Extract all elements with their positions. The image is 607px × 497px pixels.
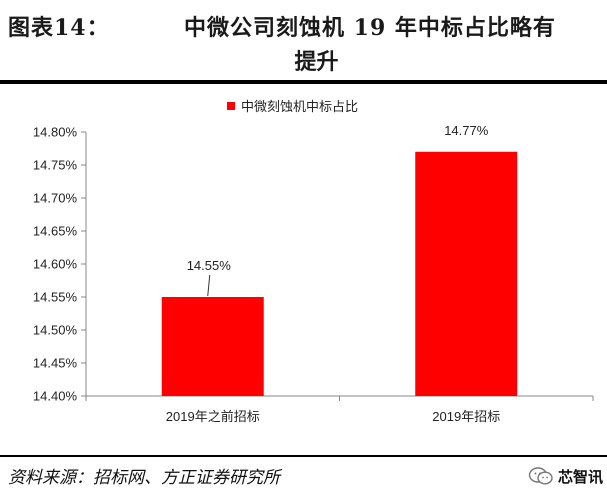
y-tick-label: 14.70% <box>33 191 78 206</box>
data-labels: 14.55% 14.77% <box>187 123 489 297</box>
chart-title-continued: 提升 <box>294 49 339 75</box>
y-tick-label: 14.55% <box>33 290 78 305</box>
legend-swatch <box>227 102 235 110</box>
top-rule <box>0 80 607 84</box>
x-tick-label: 2019年招标 <box>432 409 500 424</box>
bar-chart: 中微刻蚀机中标占比 14.40% 14.45% 14.50% 14.55% 14.60%… <box>33 100 594 424</box>
y-tick-label: 14.80% <box>33 125 78 140</box>
data-label-leader <box>207 274 211 297</box>
x-axis: 2019年之前招标 2019年招标 <box>85 395 594 424</box>
y-tick-label: 14.40% <box>33 389 78 404</box>
bar <box>161 297 264 396</box>
y-tick-label: 14.60% <box>33 257 78 272</box>
data-label: 14.77% <box>444 123 489 138</box>
chart-title-row: 图表14： 中微公司刻蚀机 19 年中标占比略有 <box>8 6 604 41</box>
bars <box>161 151 518 396</box>
source-note: 资料来源：招标网、方正证券研究所 <box>8 468 280 488</box>
y-tick-label: 14.65% <box>33 224 78 239</box>
data-label: 14.55% <box>187 258 232 273</box>
y-axis: 14.40% 14.45% 14.50% 14.55% 14.60% 14.65% 14.7… <box>33 125 87 404</box>
chart-title: 中微公司刻蚀机 19 年中标占比略有 <box>184 15 556 41</box>
wechat-icon <box>528 467 553 485</box>
bottom-rule <box>0 455 607 457</box>
y-tick-label: 14.50% <box>33 323 78 338</box>
legend-label: 中微刻蚀机中标占比 <box>241 100 358 115</box>
watermark-text: 芯智讯 <box>557 467 603 486</box>
x-tick-label: 2019年之前招标 <box>166 409 260 424</box>
figure-label: 图表14： <box>8 15 110 41</box>
watermark: 芯智讯 <box>528 461 603 491</box>
legend: 中微刻蚀机中标占比 <box>227 100 358 115</box>
y-tick-label: 14.45% <box>33 356 78 371</box>
bar <box>415 151 518 396</box>
y-tick-label: 14.75% <box>33 158 78 173</box>
